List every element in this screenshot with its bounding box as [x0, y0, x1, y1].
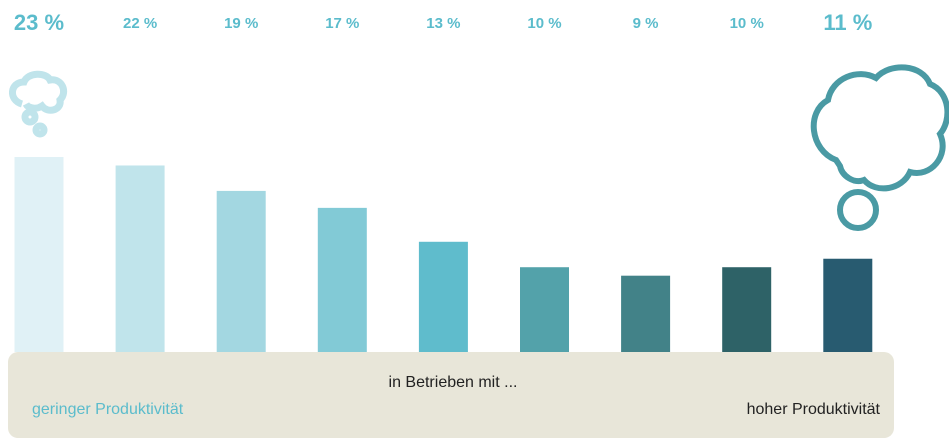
value-label: 19 %: [224, 15, 258, 32]
value-label: 13 %: [426, 15, 460, 32]
value-label: 22 %: [123, 15, 157, 32]
bar: [823, 258, 873, 352]
bar: [520, 267, 569, 352]
value-label: 10 %: [527, 15, 561, 32]
large-thought-bubble: [810, 64, 949, 231]
axis-end-label: hoher Produktivität: [747, 401, 881, 418]
value-label: 23 %: [14, 10, 64, 35]
value-label: 11 %: [823, 10, 872, 35]
bar: [621, 275, 671, 352]
bar: [722, 267, 772, 352]
value-label: 17 %: [325, 15, 359, 32]
bar: [115, 165, 165, 352]
axis-band: [8, 352, 894, 438]
axis-start-label: geringer Produktivität: [32, 401, 184, 418]
value-label: 10 %: [730, 15, 764, 32]
bar: [216, 190, 266, 352]
bar: [418, 241, 468, 352]
small-thought-bubble: [9, 70, 68, 138]
value-label: 9 %: [633, 15, 659, 32]
bar: [317, 207, 367, 352]
bar: [14, 157, 64, 352]
axis-title: in Betrieben mit ...: [389, 374, 518, 391]
